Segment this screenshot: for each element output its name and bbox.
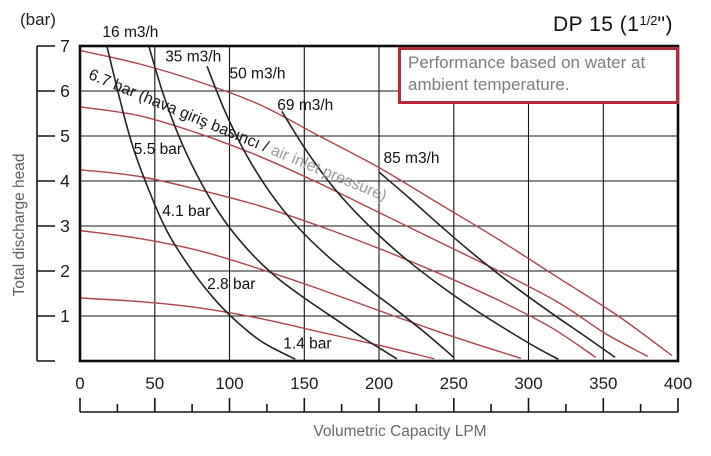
annotation-part: air inlet pressure): [268, 142, 389, 205]
curve-label: 35 m3/h: [165, 48, 221, 65]
x-axis-label: Volumetric Capacity LPM: [313, 423, 487, 440]
title-model: DP 15 (1: [552, 13, 640, 36]
curve-label: 4.1 bar: [162, 203, 210, 220]
y-tick-label: 3: [60, 216, 70, 236]
note-text: Performance based on water at ambient te…: [408, 53, 646, 95]
curve-1.4-bar: [79, 297, 435, 360]
x-tick-label: 0: [75, 374, 84, 393]
curve-2.8-bar: [79, 229, 522, 359]
curve-5.5-bar: [79, 106, 649, 358]
curve-16-m3-h: [106, 45, 296, 360]
curve-label: 50 m3/h: [230, 65, 286, 82]
y-tick-label: 1: [60, 306, 70, 326]
page-title: DP 15 (11/2"): [553, 13, 673, 37]
x-tick-label: 50: [145, 374, 164, 393]
plot-border: [78, 44, 680, 363]
curve-label: 1.4 bar: [283, 335, 331, 352]
x-tick-label: 250: [440, 374, 468, 393]
x-tick-label: 100: [215, 374, 243, 393]
y-axis-unit-label: (bar): [20, 10, 56, 29]
y-tick-label: 4: [60, 171, 70, 191]
x-tick-label: 300: [514, 374, 542, 393]
title-fraction: 1/2: [639, 13, 658, 28]
title-suffix: "): [657, 13, 673, 36]
y-tick-label: 5: [60, 126, 70, 146]
y-tick-label: 6: [60, 81, 70, 101]
curve-69-m3-h: [281, 110, 559, 360]
curve-6.7-bar: [79, 49, 673, 357]
curve-35-m3-h: [148, 45, 398, 360]
curve-label: 69 m3/h: [277, 97, 333, 114]
curve-label: 85 m3/h: [384, 150, 440, 167]
y-tick-label: 2: [60, 261, 70, 281]
note-box: Performance based on water at ambient te…: [398, 47, 679, 104]
curve-label: 5.5 bar: [134, 141, 182, 158]
curve-label: 2.8 bar: [207, 276, 255, 293]
x-tick-label: 350: [589, 374, 617, 393]
x-tick-label: 200: [365, 374, 393, 393]
curve-50-m3-h: [206, 66, 455, 359]
y-tick-label: 7: [60, 36, 70, 56]
curve-label: 16 m3/h: [102, 24, 158, 41]
x-tick-label: 400: [664, 374, 692, 393]
x-tick-label: 150: [290, 374, 318, 393]
curve-4.1-bar: [79, 169, 597, 358]
curve-85-m3-h: [378, 171, 616, 359]
